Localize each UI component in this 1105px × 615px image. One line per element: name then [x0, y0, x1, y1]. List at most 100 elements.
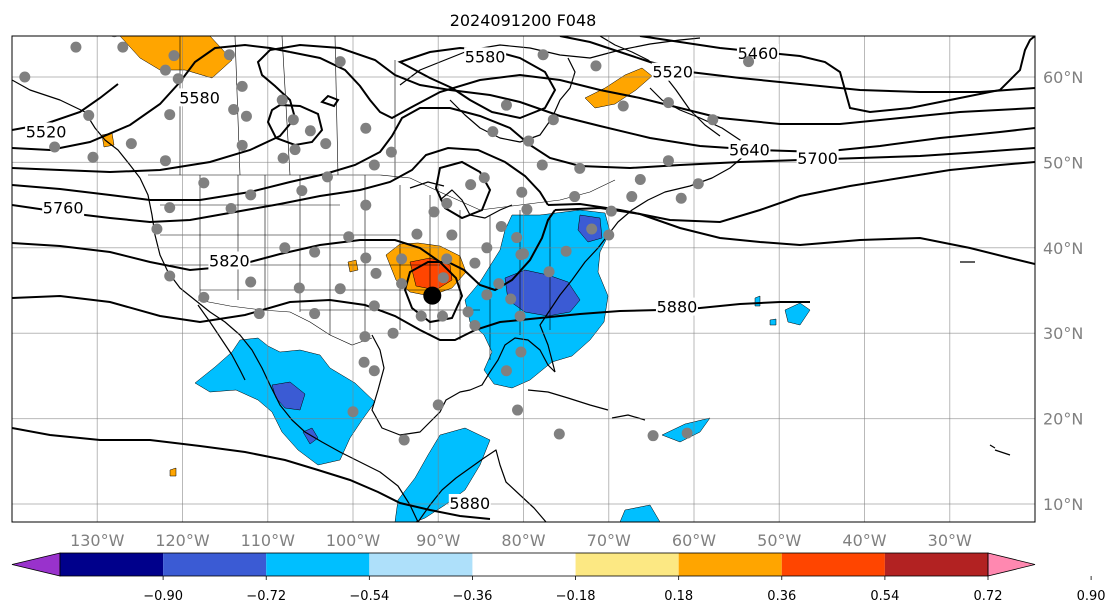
- station-dot: [245, 189, 257, 201]
- contour-label-bg: [796, 148, 839, 167]
- station-dot: [245, 276, 257, 288]
- station-dot: [387, 327, 399, 339]
- orange-region-pacific: [169, 467, 177, 477]
- colorbar-segment: [781, 553, 885, 576]
- lon-tick-label: 50°W: [757, 531, 801, 550]
- colorbar-segment: [266, 553, 370, 576]
- station-dot: [309, 246, 321, 258]
- station-dot: [514, 310, 526, 322]
- station-dot: [437, 310, 449, 322]
- station-dot: [605, 205, 617, 217]
- station-dot: [512, 404, 524, 416]
- lon-tick-label: 90°W: [416, 531, 460, 550]
- station-dot: [359, 331, 371, 343]
- station-dot: [547, 114, 559, 126]
- lon-tick-label: 40°W: [842, 531, 886, 550]
- station-dot: [159, 64, 171, 76]
- station-dot: [398, 434, 410, 446]
- cyan-region-atlantic-2: [754, 295, 761, 307]
- station-dot: [432, 399, 444, 411]
- station-dot: [681, 427, 693, 439]
- station-dot: [87, 151, 99, 163]
- contour-5880-south: [12, 427, 491, 520]
- contour-label-bg: [728, 140, 771, 159]
- contour-5520-east: [559, 36, 1035, 93]
- station-dot: [19, 71, 31, 83]
- lon-tick-label: 70°W: [587, 531, 631, 550]
- station-dot: [304, 125, 316, 137]
- contour-label: 5520: [26, 123, 67, 142]
- colorbar-tick-label: 0.90: [1077, 589, 1105, 604]
- lon-tick-label: 130°W: [70, 531, 125, 550]
- colorbar-tick-label: −0.54: [349, 589, 389, 604]
- coast-west: [139, 177, 419, 522]
- station-dot: [603, 229, 615, 241]
- station-dot: [164, 270, 176, 282]
- contour-5760: [12, 146, 549, 224]
- station-dot: [396, 253, 408, 265]
- station-dot: [543, 266, 555, 278]
- station-dot: [368, 365, 380, 377]
- station-dot: [277, 152, 289, 164]
- station-dot: [159, 155, 171, 167]
- contour-label: 5880: [449, 494, 490, 513]
- colorbar-segment: [575, 553, 679, 576]
- station-dot: [360, 122, 372, 134]
- station-dot: [634, 173, 646, 185]
- lat-tick-label: 30°N: [1043, 324, 1083, 343]
- station-dot: [164, 109, 176, 121]
- station-dot: [462, 306, 474, 318]
- contour-label-bg: [448, 494, 491, 512]
- longitude-tick-labels: 130°W 120°W 110°W 100°W 90°W 80°W 70°W 60°W 50°W…: [70, 531, 972, 550]
- station-dot: [151, 223, 163, 235]
- contour-label-bg: [655, 297, 698, 316]
- station-dot: [586, 223, 598, 235]
- colorbar-extend-high: [987, 552, 1036, 577]
- colorbar: [11, 552, 1036, 577]
- station-dot: [626, 191, 638, 203]
- colorbar-segment: [678, 553, 782, 576]
- station-dot: [495, 220, 507, 232]
- station-dot: [574, 162, 586, 174]
- station-dot: [368, 300, 380, 312]
- station-dot: [279, 242, 291, 254]
- lon-tick-label: 80°W: [501, 531, 545, 550]
- colorbar-segment: [163, 553, 267, 576]
- station-dot: [49, 141, 61, 153]
- station-dot: [675, 192, 687, 204]
- station-dot: [523, 135, 535, 147]
- coast-gulf: [371, 334, 556, 436]
- lon-tick-label: 60°W: [672, 531, 716, 550]
- station-dot: [411, 228, 423, 240]
- station-dot: [500, 365, 512, 377]
- station-dot: [662, 155, 674, 167]
- lat-tick-label: 20°N: [1043, 410, 1083, 429]
- station-dot: [560, 245, 572, 257]
- station-dot: [515, 346, 527, 358]
- station-dot: [320, 138, 332, 150]
- station-dot: [198, 177, 210, 189]
- station-dot: [309, 308, 321, 320]
- border-us-mexico: [197, 299, 373, 346]
- station-dot: [223, 49, 235, 61]
- station-dot: [385, 146, 397, 158]
- cyan-region-south: [619, 504, 661, 522]
- station-dot: [437, 272, 449, 284]
- coast-cuba: [527, 389, 609, 411]
- contour-label-bg: [651, 62, 694, 81]
- station-dot: [446, 229, 458, 241]
- colorbar-tick-label: 0.72: [974, 589, 1003, 604]
- station-dot: [358, 356, 370, 368]
- station-dot: [168, 50, 180, 62]
- map-title: 2024091200 F048: [450, 11, 597, 30]
- station-dot: [505, 293, 517, 305]
- lat-tick-label: 10°N: [1043, 495, 1083, 514]
- station-dot: [647, 430, 659, 442]
- station-dot: [347, 406, 359, 418]
- contour-greatlakes-loop: [434, 160, 492, 220]
- station-dot: [465, 179, 477, 191]
- colorbar-tick-label: −0.18: [556, 589, 596, 604]
